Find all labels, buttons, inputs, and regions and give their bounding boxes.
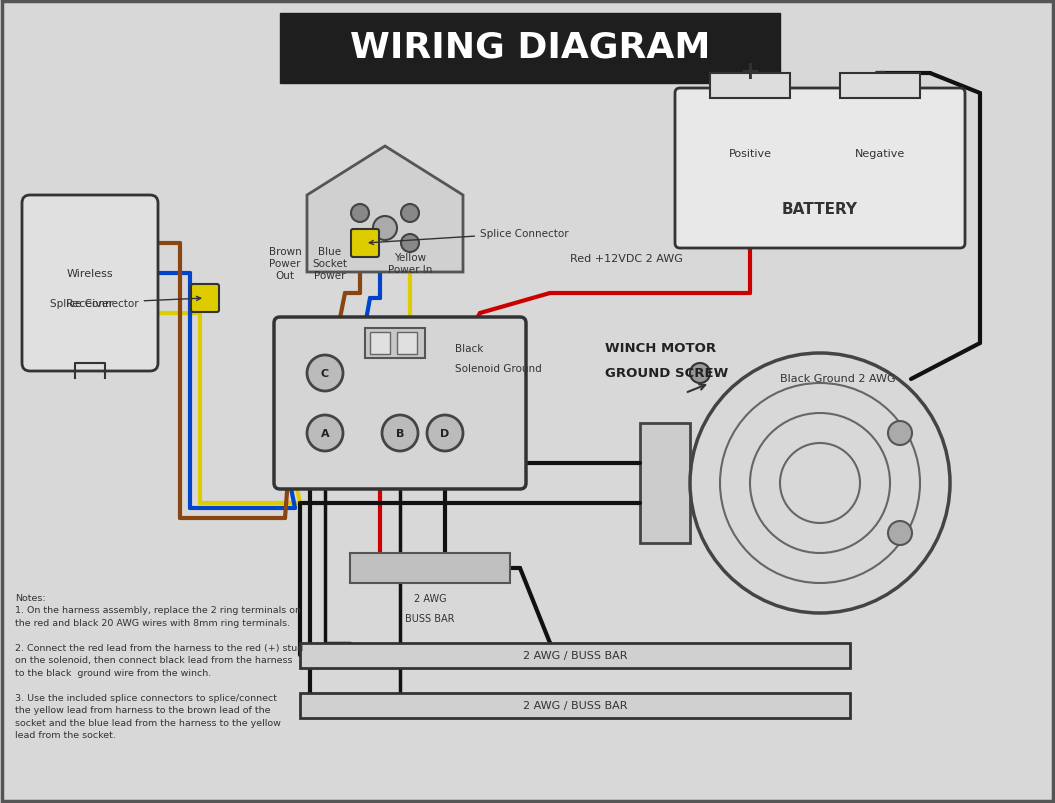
FancyBboxPatch shape (351, 230, 379, 258)
Text: Receiver: Receiver (65, 299, 114, 308)
Text: Negative: Negative (855, 149, 905, 159)
Bar (397, 332, 417, 355)
Text: Positive: Positive (729, 149, 771, 159)
FancyBboxPatch shape (274, 318, 526, 489)
Circle shape (690, 364, 710, 384)
Bar (300, 693, 850, 718)
Circle shape (382, 415, 418, 451)
Text: C: C (321, 369, 329, 378)
Text: B: B (396, 429, 404, 438)
Text: Black Ground 2 AWG: Black Ground 2 AWG (780, 373, 896, 384)
Circle shape (351, 234, 369, 253)
Bar (280, 14, 780, 84)
Text: Splice Connector: Splice Connector (369, 229, 569, 245)
Text: Solenoid Ground: Solenoid Ground (455, 364, 542, 373)
Circle shape (373, 217, 397, 241)
Bar (365, 328, 425, 359)
Text: Brown
Power
Out: Brown Power Out (269, 247, 302, 281)
Text: –: – (874, 60, 886, 84)
Text: D: D (440, 429, 449, 438)
Text: GROUND SCREW: GROUND SCREW (605, 367, 728, 380)
Text: 2 AWG / BUSS BAR: 2 AWG / BUSS BAR (522, 650, 628, 661)
Circle shape (427, 415, 463, 451)
Text: BUSS BAR: BUSS BAR (405, 613, 455, 623)
Text: WIRING DIAGRAM: WIRING DIAGRAM (350, 31, 710, 65)
Circle shape (690, 353, 950, 613)
Bar (350, 553, 510, 583)
Circle shape (351, 205, 369, 222)
Text: +: + (740, 60, 761, 84)
Circle shape (888, 422, 912, 446)
Text: 2 AWG: 2 AWG (414, 593, 446, 603)
FancyBboxPatch shape (675, 89, 965, 249)
Bar (840, 74, 920, 99)
Text: Wireless: Wireless (66, 269, 113, 279)
Bar (640, 423, 690, 544)
Bar (300, 643, 850, 668)
Circle shape (888, 521, 912, 545)
Text: Blue
Socket
Power: Blue Socket Power (312, 247, 347, 281)
Circle shape (401, 205, 419, 222)
Polygon shape (307, 147, 463, 273)
Circle shape (307, 415, 343, 451)
Bar (370, 332, 390, 355)
Circle shape (307, 356, 343, 392)
Text: Notes:
1. On the harness assembly, replace the 2 ring terminals on
the red and b: Notes: 1. On the harness assembly, repla… (15, 593, 303, 740)
Text: WINCH MOTOR: WINCH MOTOR (605, 342, 716, 355)
Text: Red +12VDC 2 AWG: Red +12VDC 2 AWG (570, 254, 683, 263)
Text: Yellow
Power In: Yellow Power In (388, 252, 433, 275)
Text: Black: Black (455, 344, 483, 353)
Circle shape (401, 234, 419, 253)
Text: 2 AWG / BUSS BAR: 2 AWG / BUSS BAR (522, 701, 628, 711)
FancyBboxPatch shape (22, 196, 158, 372)
Bar (710, 74, 790, 99)
Text: BATTERY: BATTERY (782, 202, 858, 216)
FancyBboxPatch shape (191, 284, 219, 312)
Text: A: A (321, 429, 329, 438)
Text: Splice Connector: Splice Connector (50, 297, 200, 308)
